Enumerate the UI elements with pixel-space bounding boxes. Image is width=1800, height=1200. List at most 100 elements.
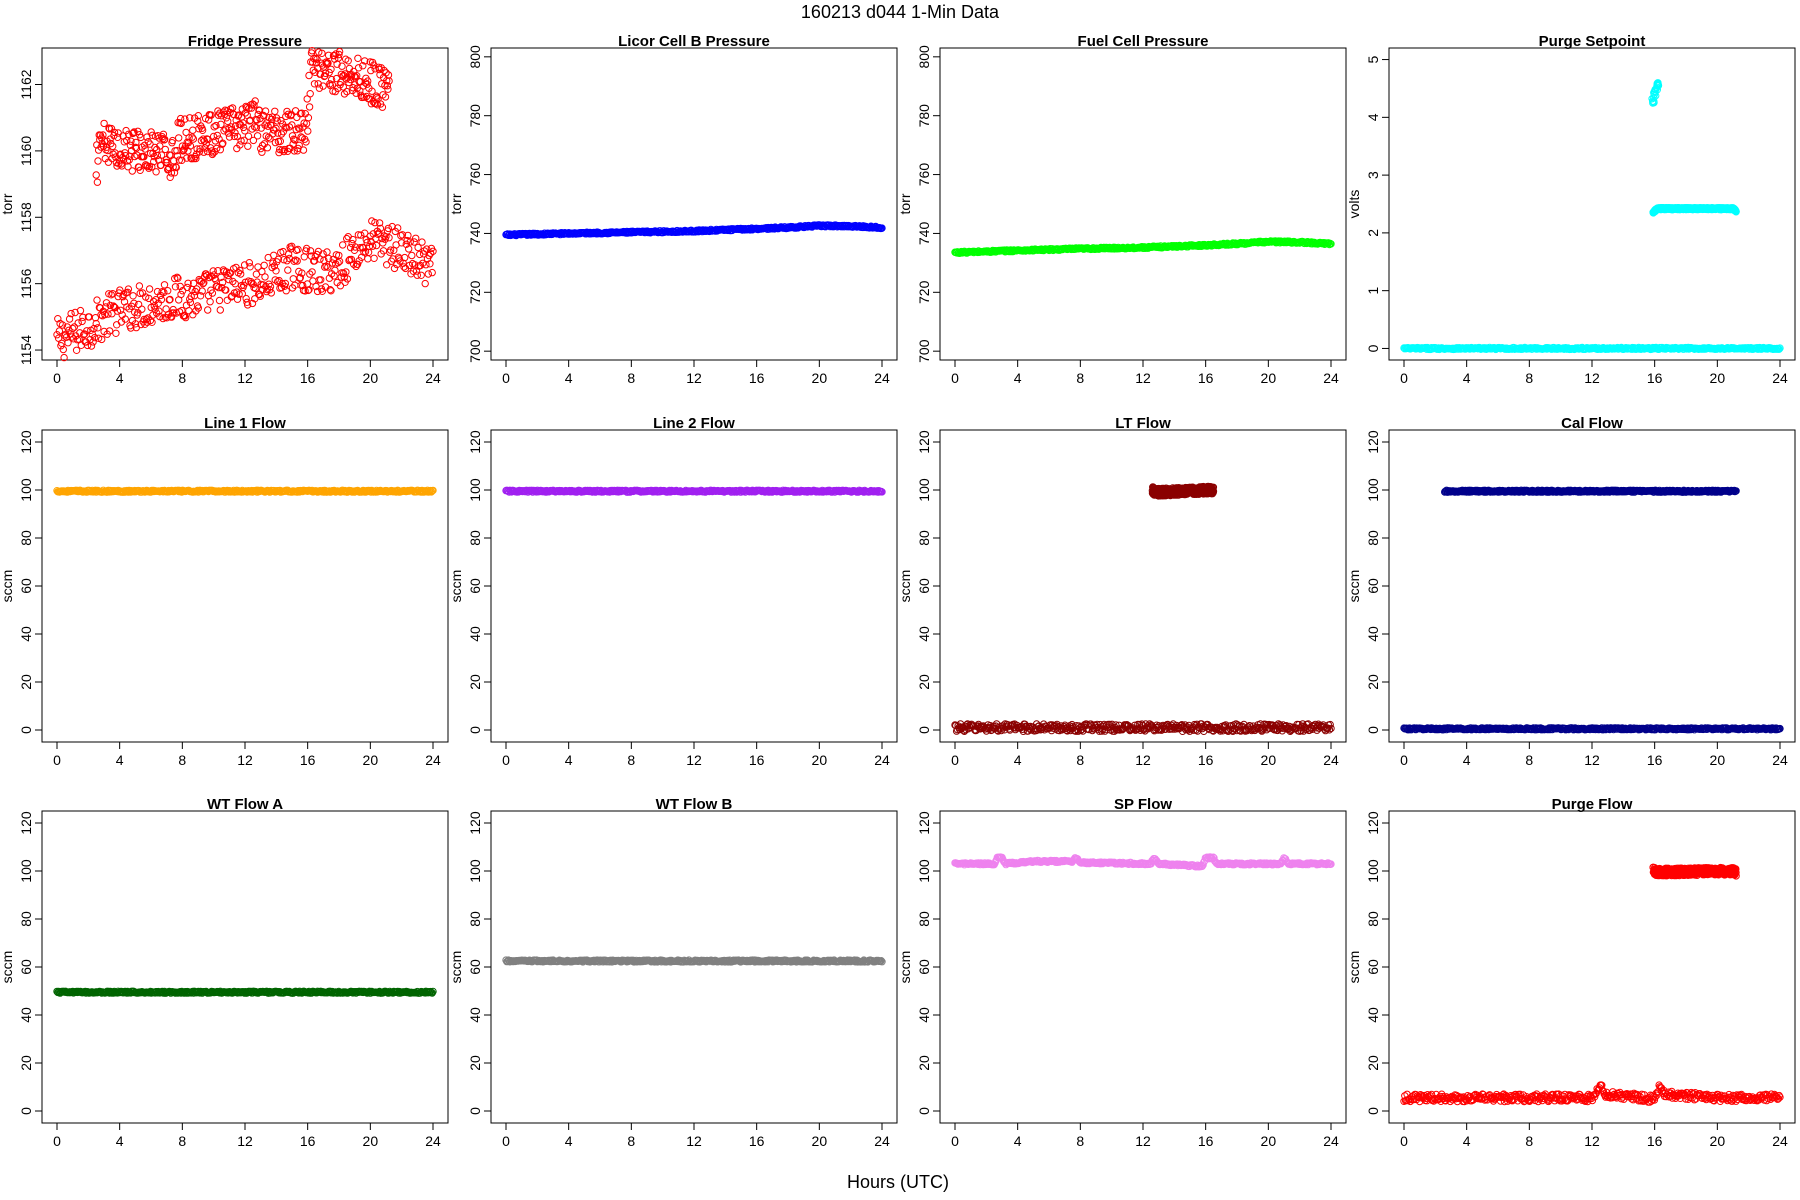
data-point [157,295,166,304]
data-point [127,324,135,332]
data-point [208,289,217,297]
y-tick-label: 80 [467,530,483,546]
data-point [356,244,364,252]
data-point [180,311,188,320]
data-point [371,218,379,227]
y-tick-label: 780 [467,104,483,128]
data-point [324,59,332,67]
data-point [78,317,86,326]
data-point [185,134,193,142]
data-point [152,168,160,176]
data-point [148,163,156,171]
data-point [305,103,314,111]
y-tick-label: 40 [916,626,932,642]
data-point [281,279,290,288]
data-point [225,133,234,141]
y-tick-label: 2 [1365,229,1381,237]
data-point [67,309,75,318]
data-point [291,136,299,144]
data-point [354,54,362,62]
data-point [305,71,313,80]
x-tick-label: 16 [300,370,316,386]
data-point [104,158,113,166]
panel-title: LT Flow [1115,415,1171,432]
data-point [402,240,410,249]
data-point [327,287,335,295]
x-tick-label: 20 [1261,370,1277,386]
data-point [325,274,334,282]
data-point [94,324,102,332]
data-point [222,114,231,122]
data-point [264,133,273,142]
data-point [332,74,341,83]
x-tick-label: 24 [874,752,890,768]
data-point [382,69,390,77]
data-point [351,243,359,251]
data-point [335,257,344,266]
data-point [312,54,320,63]
data-point [194,304,203,312]
data-point [186,114,194,122]
data-point [322,262,330,270]
x-tick-label: 20 [812,370,828,386]
data-point [176,282,184,291]
data-point [218,278,227,287]
data-point [196,292,205,300]
data-point [271,107,279,116]
data-point [429,247,437,256]
data-point [253,132,262,140]
y-axis-label: torr [0,193,15,214]
data-point [245,259,254,267]
y-tick-label: 120 [467,430,483,454]
y-axis-label: torr [897,193,913,214]
data-point [250,101,258,109]
y-tick-label: 0 [18,726,34,734]
y-tick-label: 40 [467,626,483,642]
data-point [187,292,195,301]
series-1 [92,47,393,186]
data-point [416,261,425,270]
y-tick-label: 800 [467,45,483,69]
data-point [335,50,343,59]
data-point [175,156,184,164]
data-point [113,133,122,142]
data-point [354,64,363,72]
series-0 [951,720,1335,735]
data-point [189,279,198,287]
data-point [182,128,190,137]
data-point [140,153,148,161]
data-point [323,248,331,256]
data-point [189,126,197,134]
data-point [343,87,351,96]
y-tick-label: 700 [467,339,483,363]
data-point [104,310,112,318]
data-point [272,267,280,275]
data-point [186,142,195,150]
data-point [339,83,347,91]
data-point [172,163,180,171]
data-point [153,151,162,160]
data-point [305,286,313,294]
x-tick-label: 8 [1076,752,1084,768]
data-point [206,298,214,306]
x-tick-label: 12 [237,370,253,386]
data-point [192,154,200,163]
data-point [267,289,275,297]
data-point [353,84,361,93]
y-tick-label: 1154 [18,335,34,365]
data-point [194,112,203,120]
data-point [214,107,222,115]
y-tick-label: 0 [467,726,483,734]
data-point [239,123,248,132]
data-point [65,326,73,334]
data-point [145,162,154,171]
data-point [290,135,298,143]
data-point [187,154,195,162]
data-point [113,321,121,329]
data-point [321,263,329,271]
data-point [182,313,190,322]
x-tick-label: 0 [951,752,959,768]
data-point [195,148,204,156]
